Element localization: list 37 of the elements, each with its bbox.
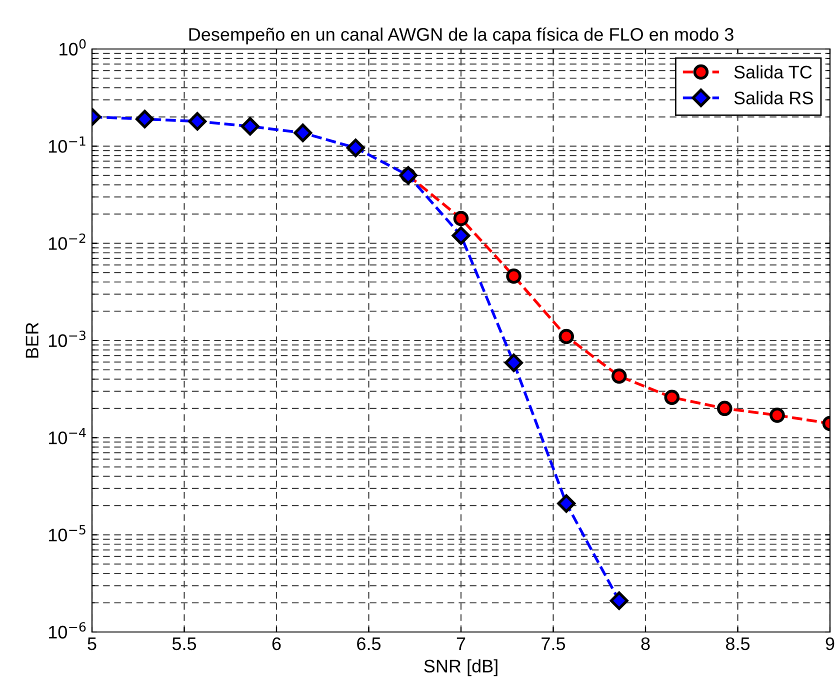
- point: [240, 117, 260, 136]
- x-tick-label: 7: [456, 638, 466, 650]
- y-tick-label: 10$^{−3}$: [48, 330, 86, 348]
- point: [770, 408, 785, 423]
- point: [188, 112, 207, 131]
- point: [664, 390, 680, 405]
- x-tick-label: 5: [88, 638, 96, 650]
- point: [506, 268, 522, 284]
- chart-title: Desempeño en un canal AWGN de la capa física de FLO en modo 3: [189, 27, 734, 44]
- point: [504, 354, 524, 372]
- y-tick-label: 10$^{−4}$: [48, 428, 86, 444]
- x-tick-label: 9: [826, 637, 834, 650]
- point: [717, 400, 732, 416]
- x-tick-label: 5.5: [172, 638, 196, 650]
- x-axis-title: SNR [dB]: [424, 659, 498, 676]
- point: [136, 110, 154, 128]
- point: [558, 328, 574, 344]
- point: [346, 138, 365, 158]
- y-axis-title: BER: [26, 322, 38, 358]
- y-tick-label: 10$^{−5}$: [48, 525, 86, 542]
- point: [611, 368, 627, 384]
- legend-label: Salida RS: [734, 91, 813, 104]
- point: [610, 591, 628, 610]
- legend-label: Salida TC: [734, 65, 812, 79]
- point: [453, 210, 469, 226]
- y-tick-label: 10$^{0}$: [60, 39, 86, 56]
- y-tick-label: 10$^{−1}$: [48, 136, 86, 153]
- point: [294, 124, 312, 142]
- x-tick-label: 6: [272, 637, 281, 650]
- x-tick-label: 8.5: [726, 637, 750, 650]
- point: [557, 494, 576, 513]
- y-tick-label: 10$^{−6}$: [48, 622, 86, 639]
- x-tick-label: 7.5: [542, 638, 566, 650]
- x-tick-label: 8: [641, 637, 650, 650]
- point: [452, 226, 470, 245]
- x-tick-label: 6.5: [357, 637, 381, 650]
- y-tick-label: 10$^{−2}$: [48, 233, 86, 250]
